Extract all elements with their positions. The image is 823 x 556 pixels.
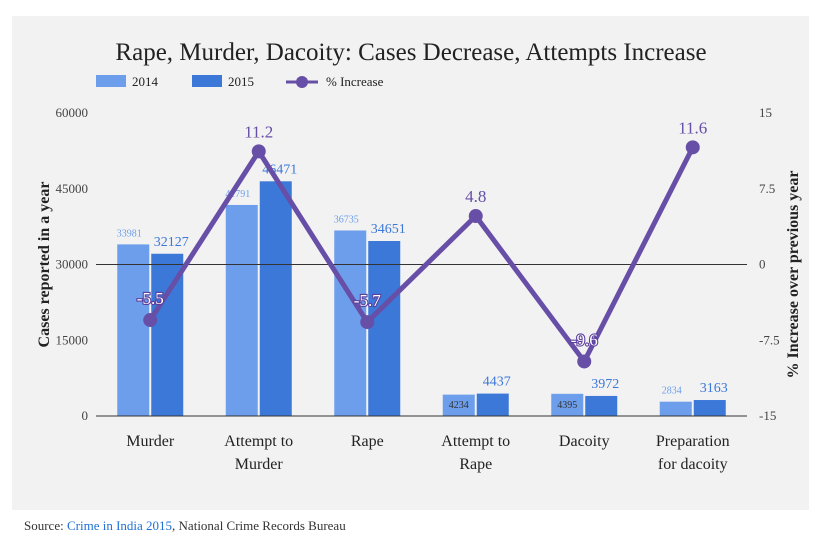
legend-swatch-2015: [192, 75, 222, 87]
line-value-label: -5.7: [354, 291, 381, 310]
x-tick-label: Rape: [351, 433, 384, 450]
bar-value-label: 3163: [700, 381, 728, 396]
line-point: [143, 313, 158, 328]
bar-2014: [659, 401, 692, 416]
y2-tick-label: -7.5: [759, 332, 780, 347]
y-tick-label: 60000: [56, 105, 89, 120]
series-line-pct-increase: [148, 146, 695, 367]
x-tick-label: Murder: [235, 456, 284, 473]
bar-2014: [551, 393, 584, 416]
y-tick-label: 30000: [56, 257, 89, 272]
y-tick-label: 0: [82, 408, 89, 423]
y-tick-label: 45000: [56, 181, 89, 196]
legend-label-pct-increase: % Increase: [326, 74, 384, 89]
bar-2015: [259, 181, 292, 416]
line-point: [685, 140, 700, 155]
x-tick-label: Preparation: [656, 433, 730, 450]
legend-label-2014: 2014: [132, 74, 159, 89]
source-link[interactable]: Crime in India 2015: [66, 518, 173, 533]
y2-tick-label: 7.5: [759, 181, 775, 196]
legend-line-marker: [296, 76, 308, 88]
line-value-label: 11.2: [244, 122, 273, 141]
source-line: Source: Crime in India 2015, National Cr…: [24, 518, 346, 534]
line-value-label: -5.5: [137, 289, 164, 308]
legend-label-2015: 2015: [228, 74, 254, 89]
bar-value-label: 2834: [662, 386, 682, 397]
bar-2014: [442, 394, 475, 416]
bar-value-label: 36735: [334, 214, 359, 225]
x-tick-label: Attempt to: [224, 433, 293, 450]
line-point: [360, 315, 375, 330]
bar-value-label: 41791: [225, 189, 250, 200]
x-tick-label: Rape: [459, 456, 492, 473]
source-suffix: , National Crime Records Bureau: [172, 518, 346, 533]
bar-value-label: 4234: [449, 400, 469, 411]
x-tick-label: for dacoity: [658, 456, 728, 473]
line-value-label: -9.6: [571, 330, 598, 349]
y2-axis-title: % Increase over previous year: [785, 171, 802, 379]
legend-swatch-2014: [96, 75, 126, 87]
x-tick-label: Murder: [126, 433, 175, 450]
line-value-label: 4.8: [465, 187, 486, 206]
bar-value-label: 34651: [371, 222, 406, 237]
bar-value-label: 33981: [117, 228, 142, 239]
y2-tick-label: 15: [759, 105, 772, 120]
chart: Rape, Murder, Dacoity: Cases Decrease, A…: [36, 39, 802, 473]
bar-2015: [585, 395, 618, 416]
bar-2015: [693, 400, 726, 416]
bar-value-label: 32127: [154, 235, 189, 250]
bar-value-label: 4437: [483, 375, 511, 390]
line-point: [577, 354, 592, 369]
y2-tick-label: 0: [759, 257, 766, 272]
y2-tick-label: -15: [759, 408, 776, 423]
bar-2014: [225, 204, 258, 416]
bar-value-label: 3972: [591, 377, 619, 392]
line-point: [468, 209, 483, 224]
line-value-label: 11.6: [678, 118, 707, 137]
x-tick-label: Dacoity: [559, 433, 610, 450]
bar-2014: [117, 244, 150, 416]
bar-value-label: 4395: [557, 400, 577, 411]
chart-panel: Rape, Murder, Dacoity: Cases Decrease, A…: [12, 16, 809, 510]
bar-2015: [368, 241, 401, 416]
x-tick-label: Attempt to: [441, 433, 510, 450]
line-point: [251, 144, 266, 159]
y-tick-label: 15000: [56, 332, 89, 347]
bar-2015: [476, 393, 509, 416]
chart-title: Rape, Murder, Dacoity: Cases Decrease, A…: [115, 39, 706, 66]
y-axis-title: Cases reported in a year: [36, 182, 53, 348]
source-prefix: Source:: [24, 518, 67, 533]
